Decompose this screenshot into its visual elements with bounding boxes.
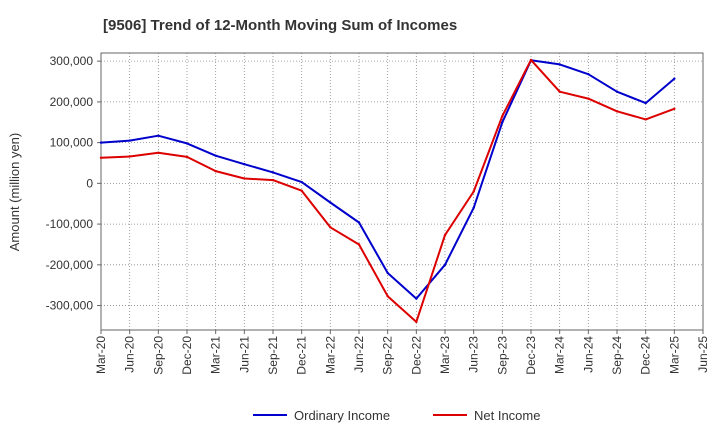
data-point xyxy=(386,294,389,298)
y-axis-ticks: 300,000 200,000 100,000 0 -100,000 -200,000 -3… xyxy=(46,54,101,313)
data-point xyxy=(558,90,561,93)
data-point xyxy=(673,107,676,111)
y-tick-label: -100,000 xyxy=(46,217,94,231)
series-lines xyxy=(99,58,676,324)
y-tick-label: -200,000 xyxy=(46,258,94,272)
x-tick-label: Mar-21 xyxy=(209,336,223,374)
x-axis-ticks: Mar-20 Jun-20 Sep-20 Dec-20 Mar-21 Jun-21 Sep-… xyxy=(94,330,710,375)
data-point xyxy=(472,206,475,209)
data-point xyxy=(99,156,103,159)
x-tick-label: Jun-21 xyxy=(237,336,251,373)
x-tick-label: Mar-25 xyxy=(667,336,681,374)
data-point xyxy=(673,77,676,80)
legend: Ordinary Income Net Income xyxy=(253,408,540,423)
x-tick-label: Jun-23 xyxy=(467,336,481,373)
y-tick-label: 100,000 xyxy=(50,136,94,150)
data-point xyxy=(443,233,447,237)
x-tick-label: Dec-23 xyxy=(524,336,538,375)
data-point xyxy=(157,134,160,137)
data-point xyxy=(243,163,246,166)
y-axis-label: Amount (million yen) xyxy=(7,133,22,252)
data-point xyxy=(644,101,647,105)
x-tick-label: Jun-25 xyxy=(696,336,710,373)
data-point xyxy=(99,141,103,144)
x-tick-label: Jun-20 xyxy=(123,336,137,373)
y-tick-label: 0 xyxy=(86,176,93,190)
chart-title: [9506] Trend of 12-Month Moving Sum of I… xyxy=(103,17,457,34)
data-point xyxy=(300,180,303,184)
y-tick-label: 200,000 xyxy=(50,95,94,109)
x-tick-label: Mar-24 xyxy=(553,336,567,374)
data-point xyxy=(214,154,217,157)
data-point xyxy=(587,72,590,76)
x-tick-label: Dec-22 xyxy=(409,336,423,375)
data-point xyxy=(157,151,160,155)
grid xyxy=(101,53,703,330)
data-point xyxy=(615,90,619,93)
data-point xyxy=(386,271,389,275)
data-point xyxy=(357,243,361,246)
data-point xyxy=(271,171,275,174)
legend-label: Net Income xyxy=(474,408,540,423)
data-point xyxy=(415,320,418,324)
x-tick-label: Jun-22 xyxy=(352,336,366,373)
x-tick-label: Sep-22 xyxy=(381,336,395,375)
data-point xyxy=(558,63,561,66)
x-tick-label: Dec-20 xyxy=(180,336,194,375)
data-point xyxy=(529,58,533,62)
plot-frame xyxy=(100,52,704,331)
x-tick-label: Dec-24 xyxy=(639,336,653,375)
data-point xyxy=(615,110,619,113)
legend-label: Ordinary Income xyxy=(294,408,390,423)
x-tick-label: Sep-24 xyxy=(610,336,624,375)
y-tick-label: 300,000 xyxy=(50,54,94,68)
data-point xyxy=(243,177,246,180)
x-tick-label: Sep-23 xyxy=(495,336,509,375)
data-point xyxy=(501,121,504,124)
x-tick-label: Mar-20 xyxy=(94,336,108,374)
data-point xyxy=(357,221,361,224)
data-point xyxy=(329,201,332,204)
x-tick-label: Mar-23 xyxy=(438,336,452,374)
data-point xyxy=(271,178,275,182)
x-tick-label: Mar-22 xyxy=(323,336,337,374)
data-point xyxy=(185,142,189,145)
x-tick-label: Jun-24 xyxy=(581,336,595,373)
data-point xyxy=(214,169,217,173)
data-point xyxy=(185,155,189,159)
data-point xyxy=(329,226,332,229)
data-point xyxy=(587,97,590,100)
data-point xyxy=(128,139,131,142)
data-point xyxy=(501,114,504,118)
data-point xyxy=(443,263,447,267)
x-tick-label: Dec-21 xyxy=(295,336,309,375)
data-point xyxy=(644,118,647,121)
data-point xyxy=(472,190,475,193)
data-point xyxy=(128,155,131,158)
data-point xyxy=(300,189,303,192)
x-tick-label: Sep-21 xyxy=(266,336,280,375)
x-tick-label: Sep-20 xyxy=(151,336,165,375)
data-point xyxy=(415,297,418,300)
y-tick-label: -300,000 xyxy=(46,299,94,313)
